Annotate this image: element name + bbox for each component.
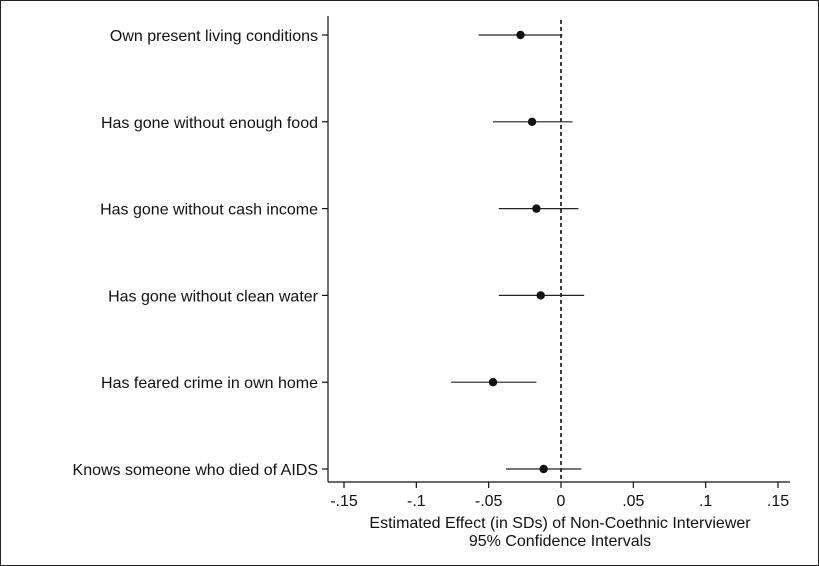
y-category-label: Has feared crime in own home [101, 375, 318, 392]
plot-axes [327, 16, 790, 483]
point-estimate [527, 117, 537, 127]
point-estimate [516, 30, 525, 40]
point-estimate [539, 464, 548, 474]
estimates [451, 30, 585, 474]
x-tick-label: .15 [767, 493, 789, 510]
point-estimate [488, 378, 498, 387]
y-category-label: Knows someone who died of AIDS [73, 462, 318, 479]
x-tick-label: -.1 [407, 493, 426, 510]
point-estimate [532, 204, 541, 213]
x-tick-label: .05 [622, 493, 644, 510]
y-category-label: Own present living conditions [110, 28, 318, 45]
x-tick-label: -.15 [330, 493, 358, 510]
y-category-label: Has gone without cash income [100, 202, 318, 219]
point-estimate [536, 291, 545, 300]
x-tick-label: .1 [699, 493, 712, 510]
x-axis-ticks: -.15 -.1 -.05 0 .05 .1 .15 [330, 482, 789, 510]
y-category-label: Has gone without clean water [108, 288, 319, 305]
x-tick-label: 0 [557, 493, 566, 510]
y-category-label: Has gone without enough food [101, 115, 318, 132]
y-axis-categories: Own present living conditions Has gone wi… [73, 28, 328, 479]
x-tick-label: -.05 [475, 493, 503, 510]
x-axis-subtitle: 95% Confidence Intervals [469, 533, 651, 550]
x-axis-title: Estimated Effect (in SDs) of Non-Coethni… [369, 515, 751, 532]
